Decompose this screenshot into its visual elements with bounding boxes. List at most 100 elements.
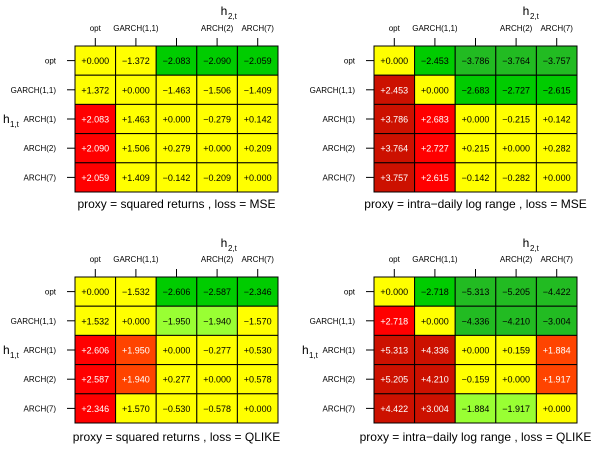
y-tick-label: ARCH(2) <box>323 144 356 153</box>
x-tick-label: ARCH(7) <box>540 255 573 264</box>
x-axis-title-subscript: 2,t <box>530 12 540 21</box>
heatmap-cell <box>236 162 279 193</box>
heatmap-cell <box>155 276 198 307</box>
cell-value-label: −1.532 <box>122 287 150 297</box>
y-axis-title-subscript: 1,t <box>309 351 319 360</box>
cell-value-label: +3.764 <box>380 144 408 154</box>
y-tick-label: ARCH(2) <box>323 375 356 384</box>
heatmap-cell <box>414 162 456 193</box>
cell-value-label: +3.004 <box>421 404 449 414</box>
cell-value-label: +0.159 <box>502 346 530 356</box>
heatmap-cell <box>373 162 416 193</box>
cell-value-label: −1.372 <box>122 56 150 66</box>
cell-value-label: +1.506 <box>122 144 150 154</box>
x-axis-title-subscript: 2,t <box>530 244 540 253</box>
heatmap-cell <box>115 162 157 193</box>
heatmap-cell <box>115 45 157 76</box>
panel-caption: proxy = squared returns , loss = MSE <box>77 197 275 211</box>
cell-value-label: −0.142 <box>163 173 191 183</box>
cell-value-label: −0.277 <box>203 346 231 356</box>
cell-value-label: −4.210 <box>502 316 530 326</box>
heatmap-cell <box>236 364 279 395</box>
heatmap-cell <box>414 334 456 366</box>
cell-value-label: +0.000 <box>502 375 530 385</box>
cell-value-label: +2.059 <box>81 173 109 183</box>
panel-caption: proxy = intra−daily log range , loss = Q… <box>360 430 592 444</box>
heatmap-cell <box>196 103 238 135</box>
x-tick-label: ARCH(2) <box>201 24 234 33</box>
cell-value-label: +1.917 <box>543 375 571 385</box>
heatmap-cell <box>196 393 238 424</box>
cell-value-label: +0.000 <box>163 346 191 356</box>
cell-value-label: +0.000 <box>502 144 530 154</box>
x-axis-title: h <box>523 236 530 250</box>
y-axis-title: h <box>302 343 309 357</box>
heatmap-panel-3: +0.000 −1.532 −2.606 −2.587 −2.346 +1.532 +0.0… <box>3 236 280 444</box>
cell-value-label: +2.083 <box>81 115 109 125</box>
heatmap-cell <box>74 393 117 424</box>
heatmap-cell <box>115 305 157 336</box>
cell-value-label: +0.142 <box>543 115 571 125</box>
cell-value-label: +2.718 <box>380 316 408 326</box>
heatmap-cell <box>535 334 578 366</box>
heatmap-cell <box>414 276 456 307</box>
cell-value-label: +2.346 <box>81 404 109 414</box>
y-tick-label: ARCH(7) <box>24 404 57 413</box>
y-tick-label: GARCH(1,1) <box>11 317 57 326</box>
heatmap-cell <box>495 162 537 193</box>
cell-value-label: +1.940 <box>122 375 150 385</box>
heatmap-cell <box>495 364 537 395</box>
cell-value-label: +0.000 <box>81 56 109 66</box>
cell-value-label: −1.463 <box>163 85 191 95</box>
cell-value-label: −1.917 <box>502 404 530 414</box>
heatmap-cell <box>535 162 578 193</box>
cell-value-label: +0.000 <box>244 173 272 183</box>
heatmap-cell <box>454 162 497 193</box>
y-tick-label: opt <box>45 288 57 297</box>
cell-value-label: +0.000 <box>462 115 490 125</box>
x-axis-title: h <box>523 4 530 18</box>
x-tick-label: opt <box>90 24 102 33</box>
cell-value-label: +4.422 <box>380 404 408 414</box>
cell-value-label: −1.570 <box>244 316 272 326</box>
heatmap-cell <box>535 364 578 395</box>
cell-value-label: +2.090 <box>81 144 109 154</box>
heatmap-cell <box>414 364 456 395</box>
cell-value-label: +0.277 <box>163 375 191 385</box>
cell-value-label: +0.000 <box>81 287 109 297</box>
cell-value-label: +1.950 <box>122 346 150 356</box>
cell-value-label: −5.205 <box>502 287 530 297</box>
y-tick-label: ARCH(1) <box>24 346 57 355</box>
heatmap-cell <box>454 334 497 366</box>
cell-value-label: +0.209 <box>244 144 272 154</box>
cell-value-label: −3.786 <box>462 56 490 66</box>
x-tick-label: ARCH(7) <box>241 255 274 264</box>
cell-value-label: −2.615 <box>543 85 571 95</box>
heatmap-cell <box>115 133 157 164</box>
x-tick-label: GARCH(1,1) <box>412 24 458 33</box>
cell-value-label: +4.210 <box>421 375 449 385</box>
cell-value-label: −4.336 <box>462 316 490 326</box>
x-tick-label: ARCH(7) <box>241 24 274 33</box>
cell-value-label: −1.950 <box>163 316 191 326</box>
x-tick-label: ARCH(2) <box>500 24 533 33</box>
cell-value-label: +0.000 <box>543 404 571 414</box>
heatmap-cell <box>454 45 497 76</box>
heatmap-cell <box>373 334 416 366</box>
heatmap-cell <box>495 133 537 164</box>
cell-value-label: +0.282 <box>543 144 571 154</box>
cell-value-label: +0.000 <box>421 85 449 95</box>
heatmap-cell <box>454 103 497 135</box>
heatmap-cell <box>236 74 279 105</box>
cell-value-label: +2.587 <box>81 375 109 385</box>
cell-value-label: −1.409 <box>244 85 272 95</box>
heatmap-panel-4: +0.000 −2.718 −5.313 −5.205 −4.422 +2.718 +0.0… <box>302 236 591 444</box>
cell-value-label: −2.346 <box>244 287 272 297</box>
cell-value-label: +1.532 <box>81 316 109 326</box>
cell-value-label: −3.764 <box>502 56 530 66</box>
cell-value-label: +0.000 <box>244 404 272 414</box>
x-tick-label: opt <box>90 255 102 264</box>
heatmap-cell <box>155 334 198 366</box>
cell-value-label: +5.313 <box>380 346 408 356</box>
